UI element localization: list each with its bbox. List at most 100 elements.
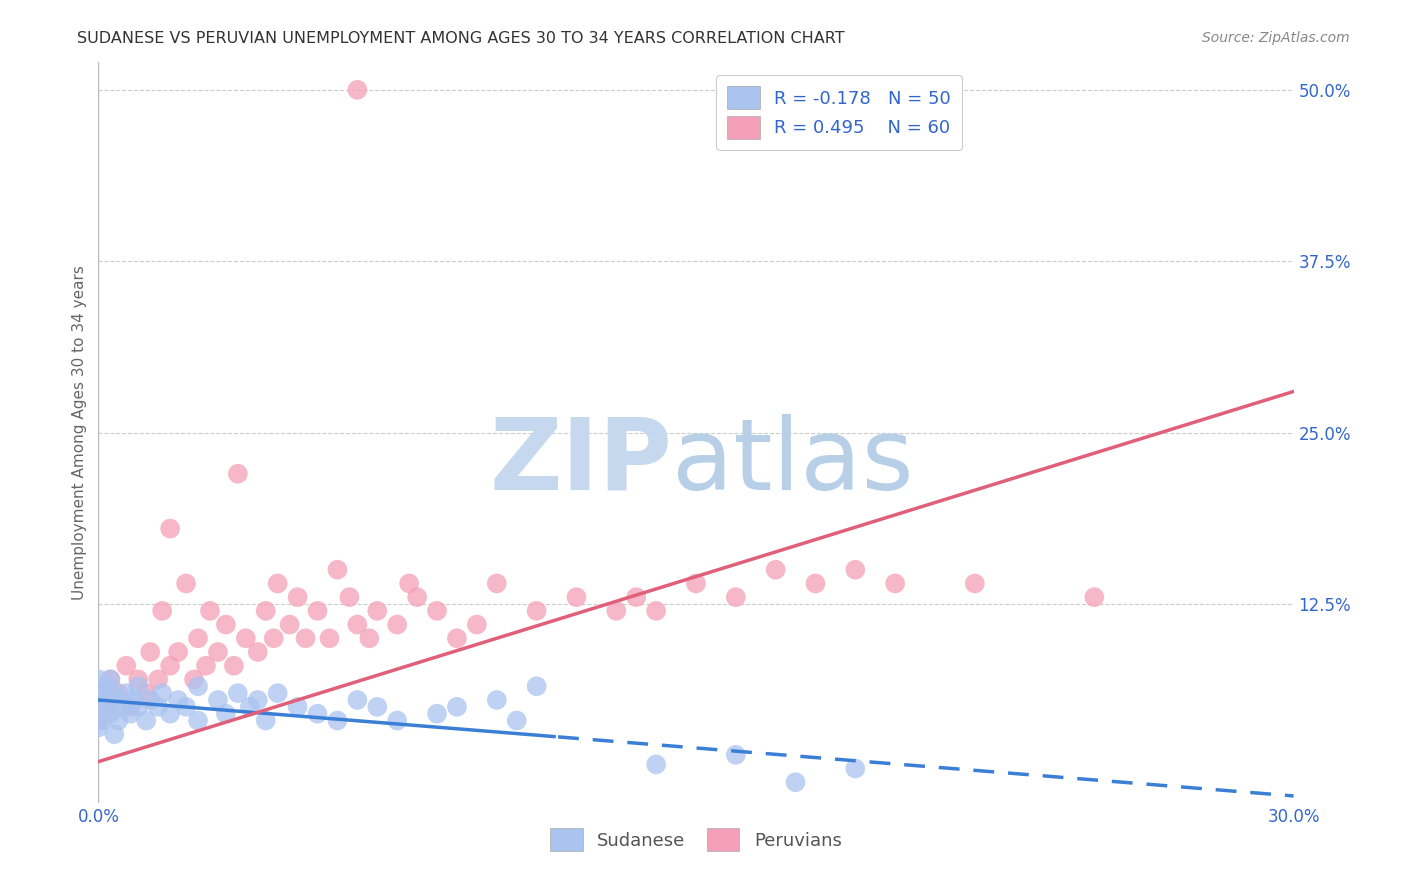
Point (187, 679, 209, 693)
Point (385, 714, 409, 728)
Point (318, 632, 340, 646)
Point (159, 706, 181, 721)
Point (159, 658, 181, 673)
Point (150, 686, 173, 700)
Point (107, 714, 129, 728)
Point (107, 693, 129, 707)
Point (844, 762, 866, 776)
Point (278, 617, 301, 632)
Point (111, 699, 134, 714)
Point (215, 617, 238, 632)
Point (87, 714, 110, 728)
Point (148, 699, 170, 714)
Point (263, 632, 285, 646)
Point (96, 699, 118, 714)
Point (346, 617, 368, 632)
Point (307, 706, 329, 721)
Point (366, 604, 388, 618)
Point (124, 693, 146, 707)
Point (326, 714, 349, 728)
Point (198, 604, 221, 618)
Point (87, 686, 110, 700)
Point (87, 720, 110, 734)
Text: Source: ZipAtlas.com: Source: ZipAtlas.com (1202, 31, 1350, 45)
Point (207, 693, 229, 707)
Point (359, 632, 381, 646)
Point (98, 673, 122, 687)
Point (91, 714, 114, 728)
Point (103, 686, 125, 700)
Point (91, 686, 114, 700)
Point (844, 563, 866, 577)
Point (294, 632, 316, 646)
Point (884, 576, 907, 591)
Point (195, 658, 218, 673)
Point (287, 590, 309, 604)
Point (267, 686, 290, 700)
Point (398, 576, 420, 591)
Point (526, 604, 548, 618)
Point (167, 693, 190, 707)
Point (246, 693, 269, 707)
Point (226, 467, 249, 481)
Point (426, 706, 449, 721)
Point (96, 679, 118, 693)
Point (526, 679, 548, 693)
Point (98, 673, 122, 687)
Point (98, 706, 122, 721)
Point (103, 727, 125, 741)
Point (87, 693, 110, 707)
Point (485, 576, 508, 591)
Point (465, 617, 488, 632)
Point (346, 693, 368, 707)
Point (226, 686, 249, 700)
Point (87, 673, 110, 687)
Point (426, 604, 449, 618)
Point (346, 83, 368, 97)
Point (187, 632, 209, 646)
Point (174, 699, 197, 714)
Point (287, 699, 309, 714)
Point (446, 632, 468, 646)
Point (115, 686, 138, 700)
Point (626, 590, 648, 604)
Text: atlas: atlas (672, 414, 914, 511)
Point (366, 699, 388, 714)
Point (605, 604, 627, 618)
Point (120, 699, 142, 714)
Point (139, 693, 162, 707)
Point (215, 706, 238, 721)
Point (307, 604, 329, 618)
Point (127, 673, 149, 687)
Point (127, 699, 149, 714)
Point (135, 686, 157, 700)
Point (1083, 590, 1105, 604)
Point (150, 604, 173, 618)
Point (385, 617, 409, 632)
Legend: Sudanese, Peruvians: Sudanese, Peruvians (541, 819, 851, 861)
Point (406, 590, 429, 604)
Point (254, 714, 277, 728)
Point (254, 604, 277, 618)
Point (127, 679, 149, 693)
Point (222, 658, 245, 673)
Point (963, 576, 986, 591)
Point (167, 645, 190, 659)
Point (645, 604, 668, 618)
Point (139, 645, 162, 659)
Text: SUDANESE VS PERUVIAN UNEMPLOYMENT AMONG AGES 30 TO 34 YEARS CORRELATION CHART: SUDANESE VS PERUVIAN UNEMPLOYMENT AMONG … (77, 31, 845, 46)
Point (446, 699, 468, 714)
Point (120, 706, 142, 721)
Text: ZIP: ZIP (489, 414, 672, 511)
Point (685, 576, 707, 591)
Point (159, 522, 181, 536)
Point (645, 757, 668, 772)
Point (765, 563, 787, 577)
Point (235, 632, 257, 646)
Point (115, 658, 138, 673)
Point (485, 693, 508, 707)
Point (565, 590, 588, 604)
Point (183, 673, 205, 687)
Point (339, 590, 361, 604)
Point (107, 686, 129, 700)
